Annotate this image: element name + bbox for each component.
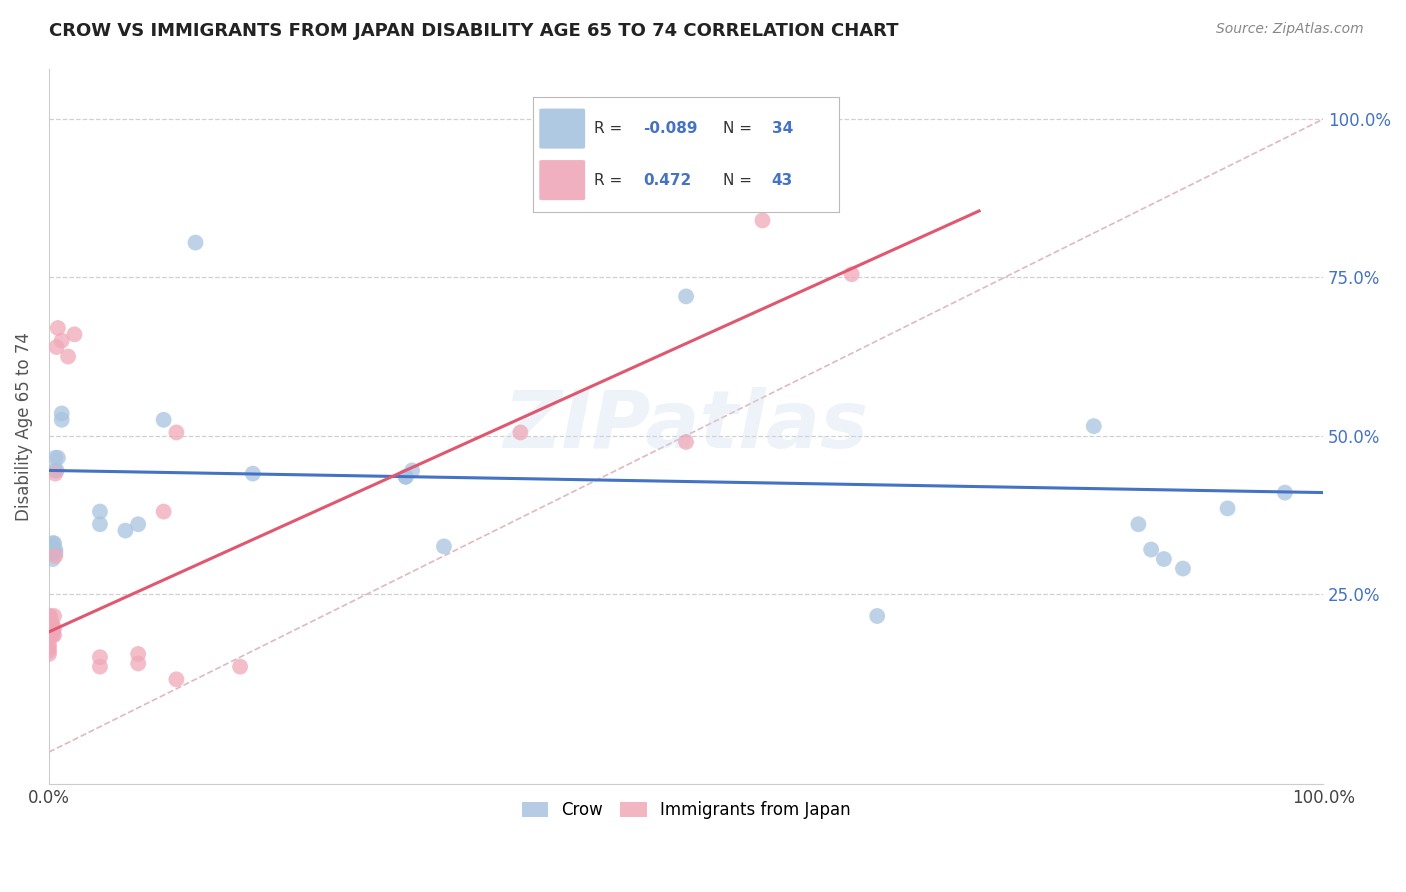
Point [39, 609, 62, 624]
Point [42, 552, 65, 566]
Legend: Crow, Immigrants from Japan: Crow, Immigrants from Japan [515, 794, 858, 825]
Point [39, 618, 62, 632]
Point [45, 463, 67, 477]
Point [165, 425, 187, 440]
Point [44, 450, 66, 465]
Point [38, 638, 60, 652]
Point [89, 505, 111, 519]
Point [127, 657, 149, 671]
Point [38, 618, 60, 632]
Point [1153, 552, 1175, 566]
Point [152, 413, 174, 427]
Point [38, 622, 60, 636]
Point [42, 628, 65, 642]
Point [56, 350, 79, 364]
Point [51, 413, 73, 427]
Point [39, 622, 62, 636]
Point [38, 624, 60, 639]
Point [42, 628, 65, 642]
Text: ZIPatlas: ZIPatlas [503, 387, 869, 465]
Point [433, 540, 456, 554]
Text: CROW VS IMMIGRANTS FROM JAPAN DISABILITY AGE 65 TO 74 CORRELATION CHART: CROW VS IMMIGRANTS FROM JAPAN DISABILITY… [49, 22, 898, 40]
Point [46, 450, 69, 465]
Point [1140, 542, 1163, 557]
Point [42, 618, 65, 632]
Point [39, 628, 62, 642]
Point [63, 327, 86, 342]
Point [401, 463, 423, 477]
Point [42, 546, 65, 560]
Point [51, 334, 73, 348]
Point [39, 546, 62, 560]
Point [89, 659, 111, 673]
Point [42, 536, 65, 550]
Point [751, 213, 773, 227]
Point [1128, 517, 1150, 532]
Point [44, 549, 66, 563]
Point [38, 640, 60, 655]
Point [1216, 501, 1239, 516]
Point [44, 463, 66, 477]
Point [38, 609, 60, 624]
Point [395, 469, 418, 483]
Point [44, 542, 66, 557]
Text: Source: ZipAtlas.com: Source: ZipAtlas.com [1216, 22, 1364, 37]
Point [866, 609, 889, 624]
Point [675, 289, 697, 303]
Point [38, 647, 60, 661]
Point [42, 536, 65, 550]
Point [165, 673, 187, 687]
Point [42, 622, 65, 636]
Point [127, 647, 149, 661]
Point [114, 524, 136, 538]
Point [41, 622, 63, 636]
Point [38, 615, 60, 630]
Point [242, 467, 264, 481]
Point [41, 628, 63, 642]
Point [44, 546, 66, 560]
Point [395, 469, 418, 483]
Point [1083, 419, 1105, 434]
Point [38, 644, 60, 658]
Point [89, 517, 111, 532]
Point [229, 659, 252, 673]
Point [89, 650, 111, 665]
Point [675, 434, 697, 449]
Point [1171, 561, 1194, 575]
Point [41, 540, 63, 554]
Point [509, 425, 531, 440]
Point [42, 624, 65, 639]
Point [45, 340, 67, 354]
Point [42, 609, 65, 624]
Point [841, 267, 863, 281]
Point [44, 467, 66, 481]
Point [38, 631, 60, 645]
Point [184, 235, 207, 250]
Point [46, 321, 69, 335]
Point [1274, 485, 1296, 500]
Point [152, 505, 174, 519]
Point [41, 615, 63, 630]
Point [38, 612, 60, 626]
Point [127, 517, 149, 532]
Point [51, 407, 73, 421]
Y-axis label: Disability Age 65 to 74: Disability Age 65 to 74 [15, 332, 32, 521]
